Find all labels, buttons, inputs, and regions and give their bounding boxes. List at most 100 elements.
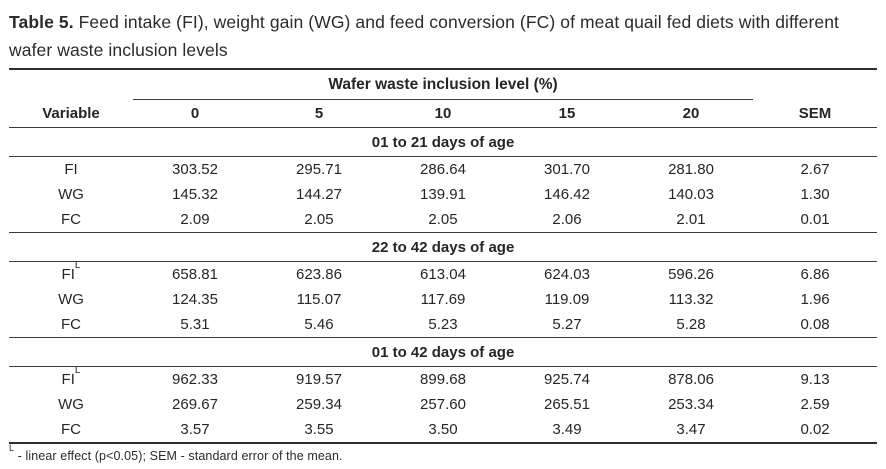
value-cell: 5.28 <box>676 316 706 333</box>
variable-label: FI <box>61 266 75 283</box>
column-header: Variable <box>9 99 133 128</box>
table-row: WG 124.35 115.07 117.69 119.09 113.32 1.96 <box>9 287 877 312</box>
linear-effect-superscript: L <box>74 261 81 271</box>
variable-cell: WG <box>9 392 133 417</box>
variable-label: WG <box>58 291 84 308</box>
variable-cell: FC <box>9 207 133 233</box>
variable-cell: FIL <box>9 367 133 393</box>
value-cell: 301.70 <box>544 161 590 178</box>
value-cell: 1.96 <box>800 291 830 308</box>
value-cell: 2.59 <box>800 396 830 413</box>
value-cell: 115.07 <box>296 291 342 308</box>
value-cell: 5.27 <box>552 316 582 333</box>
spanner-spacer-left <box>9 69 133 100</box>
column-header: 15 <box>505 99 629 128</box>
value-cell: 265.51 <box>544 396 590 413</box>
value-cell: 3.57 <box>180 421 210 438</box>
section-header-row: 22 to 42 days of age <box>9 232 878 262</box>
value-cell: 919.57 <box>296 371 342 388</box>
value-cell: 623.86 <box>296 266 342 283</box>
value-cell: 2.05 <box>304 211 334 228</box>
value-cell: 2.06 <box>552 211 582 228</box>
value-cell: 9.13 <box>800 371 830 388</box>
spanner-spacer-right <box>753 69 877 100</box>
linear-effect-superscript: L <box>74 366 81 376</box>
column-header-row: Variable 0 5 10 15 20 SEM <box>9 99 878 128</box>
value-cell: 2.67 <box>800 161 830 178</box>
table-row: WG 145.32 144.27 139.91 146.42 140.03 1.30 <box>9 182 877 207</box>
value-cell: 596.26 <box>668 266 714 283</box>
column-header: 20 <box>629 99 754 128</box>
results-table: Wafer waste inclusion level (%) Variable… <box>9 68 878 444</box>
value-cell: 269.67 <box>172 396 218 413</box>
value-cell: 2.05 <box>428 211 458 228</box>
table-row: FC 3.57 3.55 3.50 3.49 3.47 0.02 <box>9 417 877 443</box>
value-cell: 119.09 <box>544 291 590 308</box>
column-header: SEM <box>753 99 878 128</box>
table-row: FC 2.09 2.05 2.05 2.06 2.01 0.01 <box>9 207 877 233</box>
value-cell: 3.55 <box>304 421 334 438</box>
table-title-label: Table 5. <box>9 12 74 32</box>
value-cell: 6.86 <box>800 266 830 283</box>
value-cell: 5.23 <box>428 316 458 333</box>
value-cell: 5.46 <box>304 316 334 333</box>
table-row: FIL 962.33 919.57 899.68 925.74 878.06 9.13 <box>9 367 877 393</box>
value-cell: 303.52 <box>172 161 218 178</box>
value-cell: 281.80 <box>668 161 714 178</box>
value-cell: 0.08 <box>800 316 830 333</box>
value-cell: 286.64 <box>420 161 466 178</box>
variable-cell: FC <box>9 417 133 443</box>
section-header: 01 to 21 days of age <box>9 127 878 157</box>
value-cell: 139.91 <box>420 186 466 203</box>
variable-cell: WG <box>9 287 133 312</box>
variable-cell: FIL <box>9 262 133 288</box>
value-cell: 295.71 <box>296 161 342 178</box>
value-cell: 259.34 <box>296 396 342 413</box>
spanner-header: Wafer waste inclusion level (%) <box>133 69 754 100</box>
value-cell: 144.27 <box>296 186 342 203</box>
table-row: WG 269.67 259.34 257.60 265.51 253.34 2.59 <box>9 392 877 417</box>
value-cell: 253.34 <box>668 396 714 413</box>
value-cell: 5.31 <box>180 316 210 333</box>
value-cell: 145.32 <box>172 186 218 203</box>
value-cell: 925.74 <box>544 371 590 388</box>
value-cell: 146.42 <box>544 186 590 203</box>
section-header: 01 to 42 days of age <box>9 337 878 367</box>
value-cell: 0.02 <box>800 421 830 438</box>
value-cell: 3.50 <box>428 421 458 438</box>
value-cell: 0.01 <box>800 211 830 228</box>
section-header: 22 to 42 days of age <box>9 232 878 262</box>
value-cell: 3.49 <box>552 421 582 438</box>
spanner-row: Wafer waste inclusion level (%) <box>9 69 877 100</box>
value-cell: 3.47 <box>676 421 706 438</box>
variable-cell: FC <box>9 312 133 338</box>
column-header: 0 <box>133 99 257 128</box>
variable-cell: FI <box>9 157 133 183</box>
value-cell: 2.01 <box>676 211 706 228</box>
section-header-row: 01 to 42 days of age <box>9 337 878 367</box>
variable-label: FC <box>61 421 81 438</box>
value-cell: 1.30 <box>800 186 830 203</box>
table-row: FIL 658.81 623.86 613.04 624.03 596.26 6.86 <box>9 262 877 288</box>
value-cell: 257.60 <box>420 396 466 413</box>
table-footnote: L - linear effect (p<0.05); SEM - standa… <box>9 443 877 463</box>
table-title-text: Feed intake (FI), weight gain (WG) and f… <box>9 12 840 60</box>
value-cell: 113.32 <box>668 291 714 308</box>
section-header-row: 01 to 21 days of age <box>9 127 878 157</box>
value-cell: 613.04 <box>420 266 466 283</box>
variable-label: WG <box>58 396 84 413</box>
variable-cell: WG <box>9 182 133 207</box>
footnote-superscript: L <box>9 442 15 453</box>
value-cell: 624.03 <box>544 266 590 283</box>
value-cell: 140.03 <box>668 186 714 203</box>
value-cell: 124.35 <box>172 291 218 308</box>
table-row: FI 303.52 295.71 286.64 301.70 281.80 2.67 <box>9 157 877 183</box>
variable-label: FC <box>61 211 81 228</box>
table-body: Wafer waste inclusion level (%) Variable… <box>9 69 878 443</box>
value-cell: 899.68 <box>420 371 466 388</box>
value-cell: 2.09 <box>180 211 210 228</box>
variable-label: FC <box>61 316 81 333</box>
variable-label: FI <box>64 161 78 178</box>
column-header: 10 <box>381 99 505 128</box>
variable-label: FI <box>61 371 75 388</box>
